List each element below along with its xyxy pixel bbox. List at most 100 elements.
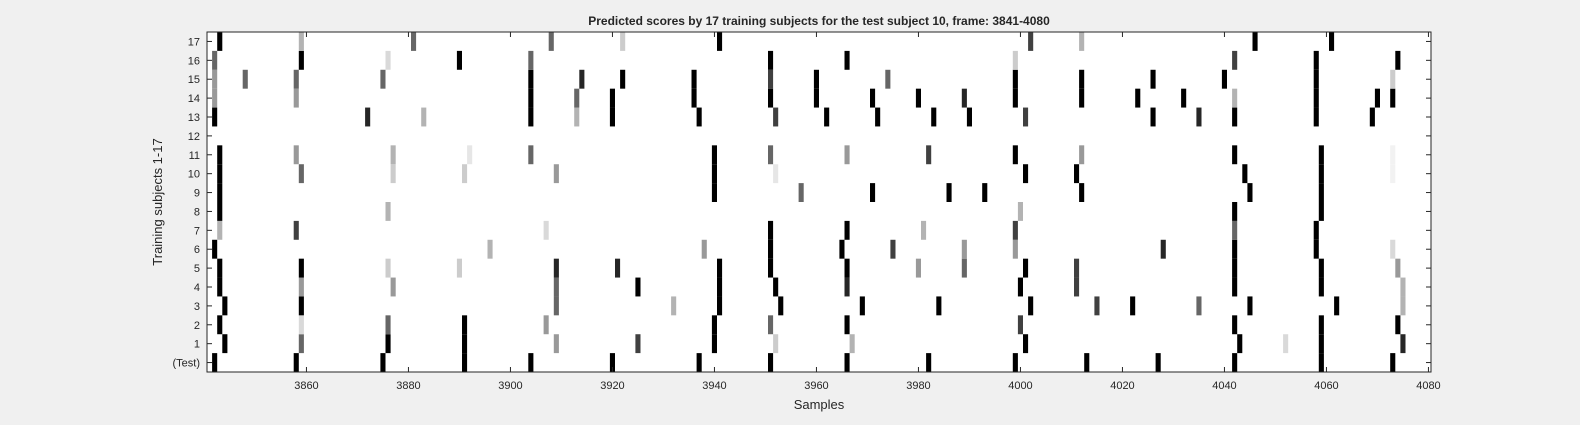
heatmap-cell <box>1390 239 1396 259</box>
heatmap-cell <box>1400 334 1406 354</box>
heatmap-cell <box>456 50 462 70</box>
heatmap-cell <box>1232 239 1238 259</box>
heatmap-cell <box>1318 334 1324 354</box>
heatmap-cell <box>620 69 626 89</box>
heatmap-cell <box>885 69 891 89</box>
x-tick-label: 4040 <box>1212 380 1236 392</box>
heatmap-cell <box>1247 183 1253 202</box>
heatmap-cell <box>528 145 534 165</box>
heatmap-cell <box>298 277 304 297</box>
heatmap-cell <box>1079 145 1085 165</box>
heatmap-cell <box>548 32 554 51</box>
heatmap-cell <box>212 88 218 108</box>
heatmap-cell <box>1232 145 1238 165</box>
heatmap-cell <box>1012 353 1018 372</box>
heatmap-cell <box>462 315 468 335</box>
y-tick-label: 10 <box>188 169 200 181</box>
heatmap-cell <box>1313 69 1319 89</box>
heatmap-cell <box>915 258 921 278</box>
heatmap-cell <box>931 107 937 127</box>
heatmap-cell <box>390 277 396 297</box>
heatmap-cell <box>844 145 850 165</box>
heatmap-cell <box>1252 32 1258 51</box>
heatmap-cell <box>691 88 697 108</box>
heatmap-cell <box>701 239 707 259</box>
heatmap-cell <box>1181 88 1187 108</box>
heatmap-cell <box>217 258 223 278</box>
heatmap-cell <box>768 220 774 240</box>
heatmap-cell <box>462 164 468 184</box>
heatmap-cell <box>467 145 473 165</box>
heatmap-cell <box>1094 296 1100 316</box>
x-tick-label: 4080 <box>1416 380 1440 392</box>
heatmap-cell <box>1023 164 1029 184</box>
heatmap-cell <box>1012 69 1018 89</box>
heatmap-cell <box>553 164 559 184</box>
heatmap-cell <box>691 69 697 89</box>
x-tick-label: 4060 <box>1314 380 1338 392</box>
heatmap-cell <box>844 353 850 372</box>
heatmap-cell <box>773 277 779 297</box>
heatmap-cell <box>946 183 952 202</box>
heatmap-cell <box>1012 239 1018 259</box>
heatmap-cell <box>921 220 927 240</box>
heatmap-cell <box>870 88 876 108</box>
heatmap-cell <box>1023 258 1029 278</box>
heatmap-cell <box>1283 334 1289 354</box>
heatmap-cell <box>217 277 223 297</box>
heatmap-cell <box>1079 183 1085 202</box>
heatmap-cell <box>696 353 702 372</box>
heatmap-cell <box>798 183 804 202</box>
y-tick-label: 15 <box>188 74 200 86</box>
heatmap-cell <box>1079 69 1085 89</box>
x-axis: 3860 3880 3900 3920 3940 3960 3980 4000 4020 4040… <box>294 32 1441 392</box>
heatmap-cell <box>217 315 223 335</box>
heatmap-cell <box>298 32 304 51</box>
heatmap-cell <box>1313 220 1319 240</box>
y-tick-label: 3 <box>194 301 200 313</box>
heatmap-cell <box>773 164 779 184</box>
heatmap-cell <box>1160 239 1166 259</box>
heatmap-cell <box>462 353 468 372</box>
heatmap-cell <box>298 296 304 316</box>
heatmap-cell <box>1074 258 1080 278</box>
heatmap-cell <box>487 239 493 259</box>
heatmap-cell <box>543 315 549 335</box>
heatmap-cell <box>711 183 717 202</box>
heatmap-cell <box>849 334 855 354</box>
heatmap-cell <box>824 107 830 127</box>
heatmap-cell <box>1334 296 1340 316</box>
heatmap-cell <box>844 258 850 278</box>
heatmap-cell <box>936 296 942 316</box>
heatmap-cell <box>579 69 585 89</box>
heatmap-cell <box>1390 69 1396 89</box>
heatmap-cell <box>528 69 534 89</box>
heatmap-cell <box>961 258 967 278</box>
heatmap-cell <box>1318 164 1324 184</box>
heatmap-cell <box>553 334 559 354</box>
y-axis-label: Training subjects 1-17 <box>150 138 165 265</box>
heatmap-cell <box>1318 277 1324 297</box>
heatmap-cell <box>411 32 417 51</box>
y-tick-label: 11 <box>189 150 200 162</box>
heatmap-cell <box>1084 353 1090 372</box>
heatmap-cell <box>711 145 717 165</box>
heatmap-cell <box>711 164 717 184</box>
heatmap-cell <box>217 164 223 184</box>
heatmap-cell <box>1130 296 1136 316</box>
heatmap-cell <box>528 50 534 70</box>
heatmap-cell <box>1150 69 1156 89</box>
heatmap-cell <box>1017 202 1023 221</box>
heatmap-cell <box>385 334 391 354</box>
heatmap-cell <box>768 239 774 259</box>
heatmap-cell <box>635 334 641 354</box>
heatmap-cell <box>671 296 677 316</box>
heatmap-cell <box>1390 164 1396 184</box>
heatmap-cell <box>421 107 427 127</box>
heatmap-cell <box>1150 107 1156 127</box>
heatmap-cell <box>1012 88 1018 108</box>
heatmap-cell <box>768 69 774 89</box>
y-tick-label: 7 <box>194 225 200 237</box>
heatmap-cell <box>1237 334 1243 354</box>
